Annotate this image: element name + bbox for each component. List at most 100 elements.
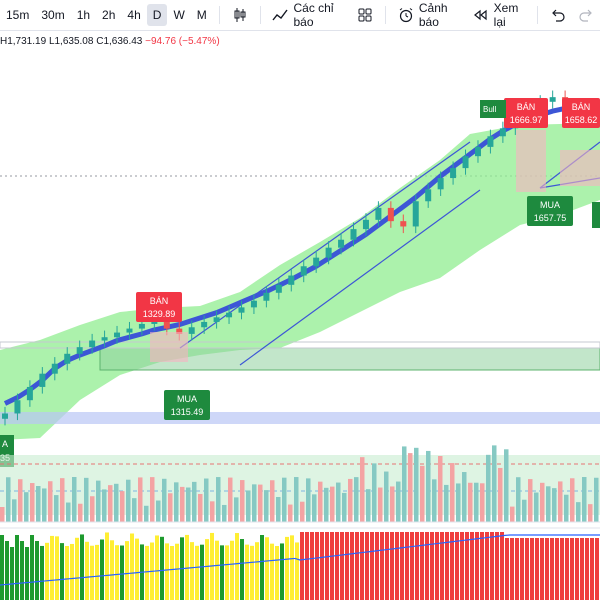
oscillator-bar <box>550 538 554 600</box>
volume-bar <box>330 486 335 522</box>
volume-bar <box>42 488 47 522</box>
oscillator-bar <box>320 532 324 600</box>
oscillator-bar <box>515 538 519 600</box>
undo-button[interactable] <box>544 4 572 26</box>
oscillator-bar <box>575 538 579 600</box>
volume-bar <box>150 477 155 522</box>
replay-button[interactable]: Xem lại <box>467 1 531 29</box>
candle-body <box>288 275 295 285</box>
oscillator-bar <box>430 532 434 600</box>
volume-bar <box>456 483 461 522</box>
candle-body <box>64 353 71 364</box>
buy-signal-1-type: MUA <box>177 394 197 404</box>
oscillator-bar <box>115 545 119 600</box>
sell-signal-2-price: 1666.97 <box>510 115 543 125</box>
volume-bar <box>180 486 185 522</box>
sell-signal-1-price: 1329.89 <box>143 309 176 319</box>
oscillator-bar <box>405 532 409 600</box>
volume-bar <box>420 465 425 522</box>
volume-bar <box>594 477 599 522</box>
price-chart[interactable]: BÁN 1329.89 MUA 1315.49 BÁN 1666.97 BÁN 1658.62… <box>0 30 600 600</box>
timeframe-2h[interactable]: 2h <box>102 8 116 22</box>
volume-bar <box>384 471 389 522</box>
redo-button[interactable] <box>572 4 600 26</box>
timeframe-m[interactable]: M <box>196 8 207 22</box>
candle-body <box>201 321 208 328</box>
oscillator-bar <box>385 532 389 600</box>
oscillator-bar <box>245 544 249 600</box>
oscillator-bar <box>595 538 599 600</box>
timeframe-d[interactable]: D <box>146 4 168 26</box>
oscillator-bar <box>255 542 259 600</box>
oscillator-bar <box>0 535 4 600</box>
volume-bar <box>282 477 287 522</box>
oscillator-bar <box>340 532 344 600</box>
volume-bar <box>558 481 563 522</box>
timeframe-30m[interactable]: 30m <box>41 8 65 22</box>
oscillator-bar <box>325 532 329 600</box>
candle-body <box>549 97 556 102</box>
oscillator-bar <box>155 535 159 600</box>
oscillator-bar <box>60 543 64 600</box>
volume-bar <box>390 486 395 522</box>
volume-bar <box>48 481 53 522</box>
oscillator-bar <box>90 545 94 600</box>
candle-body <box>400 221 407 227</box>
volume-bar <box>270 480 275 522</box>
volume-bar <box>90 496 95 522</box>
oscillator-bar <box>205 539 209 600</box>
candle-body <box>313 257 320 267</box>
volume-bar <box>174 482 179 522</box>
oscillator-bar <box>250 545 254 600</box>
volume-bar <box>222 504 227 522</box>
oscillator-bar <box>85 541 89 600</box>
alert-button[interactable]: Cảnh báo <box>392 1 467 29</box>
ohlc-legend: H1,731.19 L1,635.08 C1,636.43 −94.76 (−5… <box>0 36 220 47</box>
timeframe-group: 15m 30m 1h 2h 4h D W M <box>0 4 213 26</box>
volume-bar <box>510 506 515 522</box>
oscillator-bar <box>360 532 364 600</box>
volume-bar <box>450 463 455 522</box>
sell-signal-2-box <box>504 98 548 128</box>
oscillator-bar <box>475 532 479 600</box>
oscillator-bar <box>215 540 219 600</box>
oscillator-bar <box>5 541 9 600</box>
candle-type-button[interactable] <box>226 4 254 26</box>
buy-signal-2-type: MUA <box>540 200 560 210</box>
timeframe-15m[interactable]: 15m <box>6 8 30 22</box>
oscillator-bar <box>490 532 494 600</box>
oscillator-bar <box>165 543 169 600</box>
oscillator-bar <box>350 532 354 600</box>
volume-bar <box>516 477 521 522</box>
timeframe-4h[interactable]: 4h <box>127 8 141 22</box>
timeframe-w[interactable]: W <box>173 8 185 22</box>
ohlc-high: H1,731.19 <box>0 36 47 47</box>
oscillator-bar <box>335 532 339 600</box>
volume-bar <box>186 487 191 522</box>
oscillator-bar <box>510 538 514 600</box>
oscillator-bar <box>330 532 334 600</box>
layout-button[interactable] <box>351 4 379 26</box>
volume-bar <box>228 477 233 522</box>
volume-bar <box>60 478 65 522</box>
indicators-button[interactable]: Các chỉ báo <box>266 1 351 29</box>
oscillator-bar <box>535 538 539 600</box>
candle-body <box>14 400 21 414</box>
candle-body <box>250 300 257 308</box>
candle-body <box>213 317 220 322</box>
volume-bar <box>546 486 551 522</box>
replay-icon <box>473 7 489 23</box>
oscillator-bar <box>235 533 239 600</box>
candle-body <box>499 128 506 137</box>
volume-bar <box>54 495 59 522</box>
buy-signal-left-type: A <box>2 439 8 449</box>
toolbar-divider <box>259 6 261 24</box>
volume-bar <box>498 467 503 522</box>
volume-bar <box>108 485 113 522</box>
oscillator-bar <box>285 536 289 600</box>
oscillator-bar <box>170 545 174 600</box>
bull-tag-label: Bull <box>483 105 497 114</box>
oscillator-bar <box>195 545 199 600</box>
timeframe-1h[interactable]: 1h <box>76 8 91 22</box>
volume-bar <box>78 503 83 522</box>
